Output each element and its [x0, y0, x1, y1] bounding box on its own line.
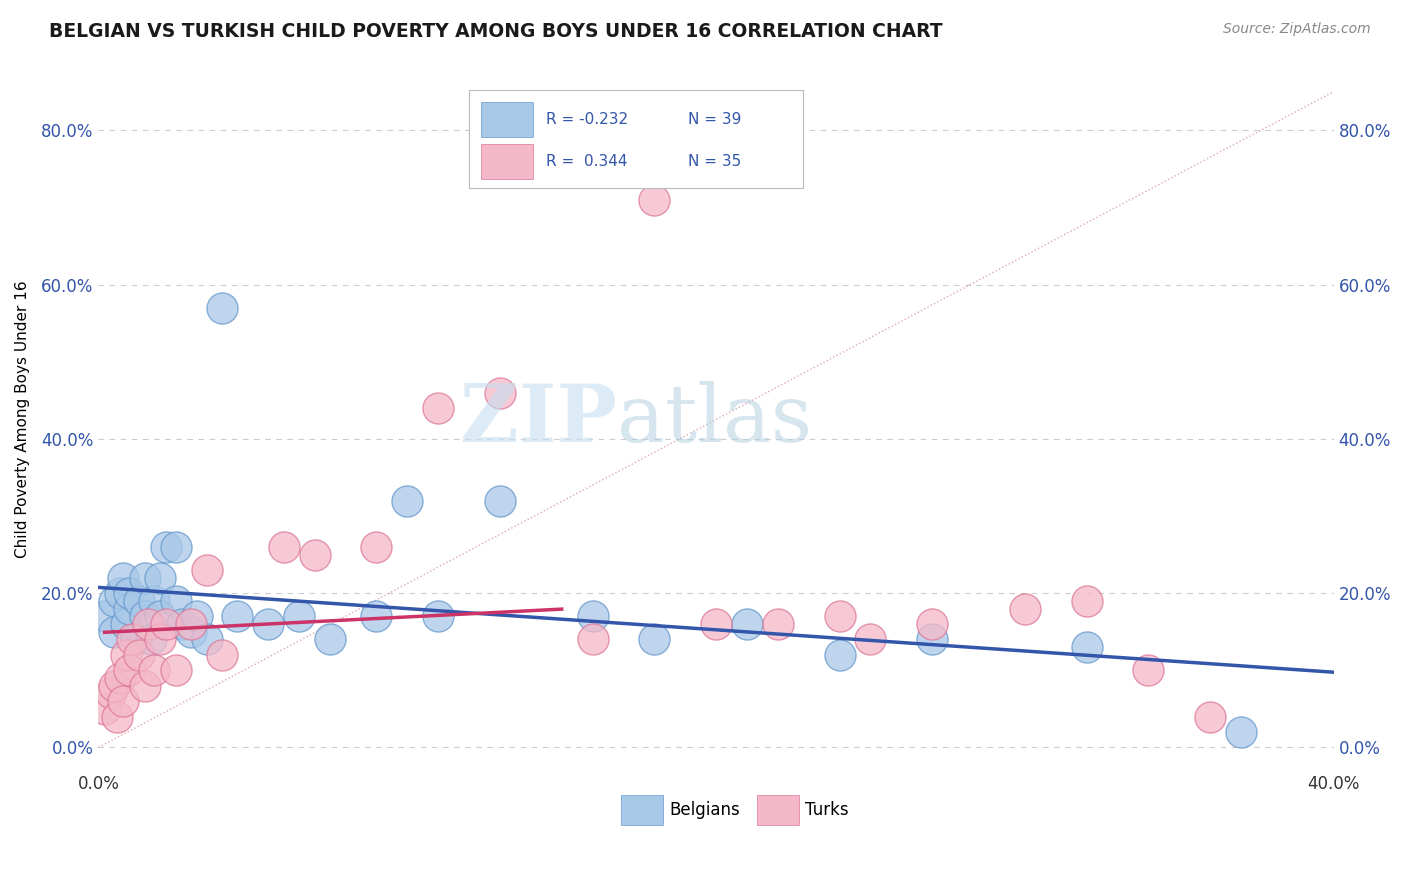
- Point: [195, 632, 218, 647]
- Text: Turks: Turks: [806, 801, 849, 819]
- Point: [288, 609, 311, 624]
- Point: [118, 601, 141, 615]
- Text: atlas: atlas: [617, 381, 813, 458]
- Text: Source: ZipAtlas.com: Source: ZipAtlas.com: [1223, 22, 1371, 37]
- Point: [1199, 709, 1222, 723]
- Point: [105, 709, 128, 723]
- Point: [1230, 725, 1253, 739]
- Point: [93, 702, 115, 716]
- Point: [108, 671, 131, 685]
- Point: [136, 617, 159, 632]
- Text: R = -0.232: R = -0.232: [546, 112, 627, 127]
- Point: [226, 609, 249, 624]
- Point: [165, 540, 187, 554]
- Point: [121, 632, 143, 647]
- Point: [643, 193, 665, 207]
- Point: [921, 617, 943, 632]
- Point: [115, 617, 138, 632]
- FancyBboxPatch shape: [470, 89, 803, 188]
- Point: [100, 686, 122, 700]
- Point: [115, 648, 138, 662]
- FancyBboxPatch shape: [481, 103, 533, 136]
- Text: Belgians: Belgians: [669, 801, 740, 819]
- Point: [155, 540, 177, 554]
- Point: [319, 632, 342, 647]
- Point: [112, 571, 135, 585]
- Point: [128, 594, 150, 608]
- Point: [427, 401, 450, 415]
- Point: [103, 624, 125, 639]
- Point: [211, 301, 233, 315]
- Point: [103, 679, 125, 693]
- Point: [155, 617, 177, 632]
- Point: [170, 617, 193, 632]
- Text: ZIP: ZIP: [460, 381, 617, 458]
- Point: [165, 663, 187, 677]
- Point: [128, 648, 150, 662]
- Point: [581, 609, 603, 624]
- Text: N = 39: N = 39: [688, 112, 741, 127]
- Point: [1014, 601, 1036, 615]
- Point: [103, 594, 125, 608]
- Point: [134, 571, 156, 585]
- Point: [149, 632, 172, 647]
- Point: [118, 663, 141, 677]
- Point: [921, 632, 943, 647]
- Point: [180, 624, 202, 639]
- Point: [124, 632, 146, 647]
- Text: N = 35: N = 35: [688, 153, 741, 169]
- FancyBboxPatch shape: [621, 795, 664, 824]
- Point: [273, 540, 295, 554]
- Point: [489, 385, 512, 400]
- Point: [180, 617, 202, 632]
- Text: R =  0.344: R = 0.344: [546, 153, 627, 169]
- Point: [859, 632, 882, 647]
- Point: [1076, 640, 1098, 655]
- Text: BELGIAN VS TURKISH CHILD POVERTY AMONG BOYS UNDER 16 CORRELATION CHART: BELGIAN VS TURKISH CHILD POVERTY AMONG B…: [49, 22, 943, 41]
- Point: [643, 632, 665, 647]
- Point: [1076, 594, 1098, 608]
- Point: [149, 609, 172, 624]
- Point: [108, 586, 131, 600]
- Point: [112, 694, 135, 708]
- Point: [427, 609, 450, 624]
- Point: [1137, 663, 1160, 677]
- Point: [143, 663, 166, 677]
- Point: [211, 648, 233, 662]
- Point: [134, 609, 156, 624]
- Point: [366, 540, 388, 554]
- FancyBboxPatch shape: [481, 145, 533, 178]
- Point: [489, 493, 512, 508]
- Point: [828, 648, 851, 662]
- Point: [257, 617, 280, 632]
- Point: [766, 617, 789, 632]
- Point: [581, 632, 603, 647]
- Point: [704, 617, 727, 632]
- Point: [304, 548, 326, 562]
- Point: [366, 609, 388, 624]
- Point: [735, 617, 758, 632]
- Point: [143, 594, 166, 608]
- Point: [828, 609, 851, 624]
- Y-axis label: Child Poverty Among Boys Under 16: Child Poverty Among Boys Under 16: [15, 281, 30, 558]
- Point: [118, 586, 141, 600]
- Point: [195, 563, 218, 577]
- Point: [93, 609, 115, 624]
- Point: [134, 679, 156, 693]
- Point: [149, 571, 172, 585]
- Point: [139, 632, 162, 647]
- Point: [165, 594, 187, 608]
- Point: [396, 493, 419, 508]
- Point: [186, 609, 208, 624]
- FancyBboxPatch shape: [756, 795, 799, 824]
